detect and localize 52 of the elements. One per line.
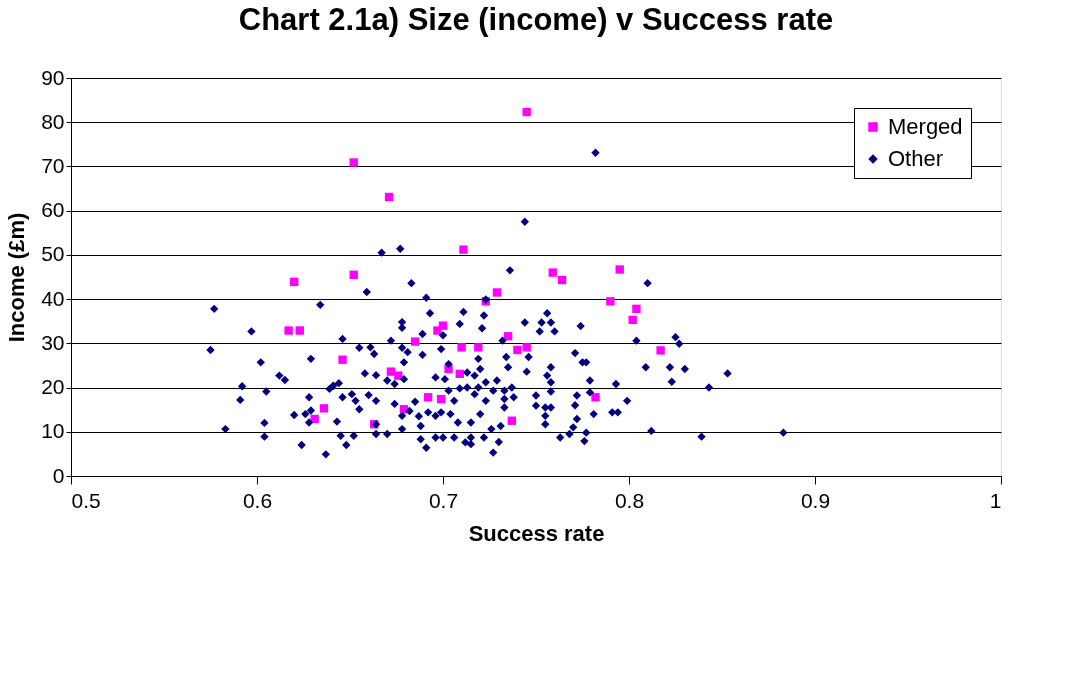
point [628,315,637,325]
point [349,158,358,167]
legend-label: Merged [888,114,963,139]
point [436,394,446,404]
x-axis-title: Success rate [468,520,605,546]
point [507,416,516,425]
y-tick-label: 20 [41,375,65,399]
x-tick-label: 1 [989,488,1002,512]
legend-label: Other [888,146,944,171]
point [632,304,641,314]
y-tick-label: 60 [41,198,65,222]
point [522,343,531,352]
point [290,277,299,287]
point [474,343,483,352]
point [459,245,468,254]
y-tick-label: 80 [41,109,65,133]
point [606,297,615,306]
x-tick-label: 0.9 [800,488,831,512]
point [284,326,293,335]
point [349,270,358,279]
point [423,393,433,402]
point [591,393,600,402]
x-tick-label: 0.5 [71,488,101,512]
y-axis-title: Income (£m) [4,212,30,343]
point [513,345,522,355]
point [615,265,624,274]
point [319,404,329,413]
point [384,192,394,202]
y-tick-label: 0 [52,463,65,487]
point [438,321,448,330]
y-tick-label: 40 [41,286,65,310]
point [656,346,665,355]
x-tick-label: 0.7 [428,488,459,512]
x-tick-label: 0.6 [242,488,273,512]
point [310,414,319,424]
point [455,369,464,379]
chart-title: Chart 2.1a) Size (income) v Success rate [238,2,834,37]
point [522,107,531,117]
point [295,326,304,335]
point [410,337,420,346]
y-tick-label: 50 [41,242,65,266]
point [557,275,567,285]
point [492,288,502,297]
y-tick-label: 90 [41,65,65,89]
point [548,268,557,277]
y-tick-label: 70 [41,153,65,177]
y-tick-label: 30 [41,330,65,354]
point [457,343,466,352]
x-tick-label: 0.8 [614,488,645,512]
point [338,355,347,364]
y-tick-label: 10 [41,419,65,443]
point [386,367,396,376]
